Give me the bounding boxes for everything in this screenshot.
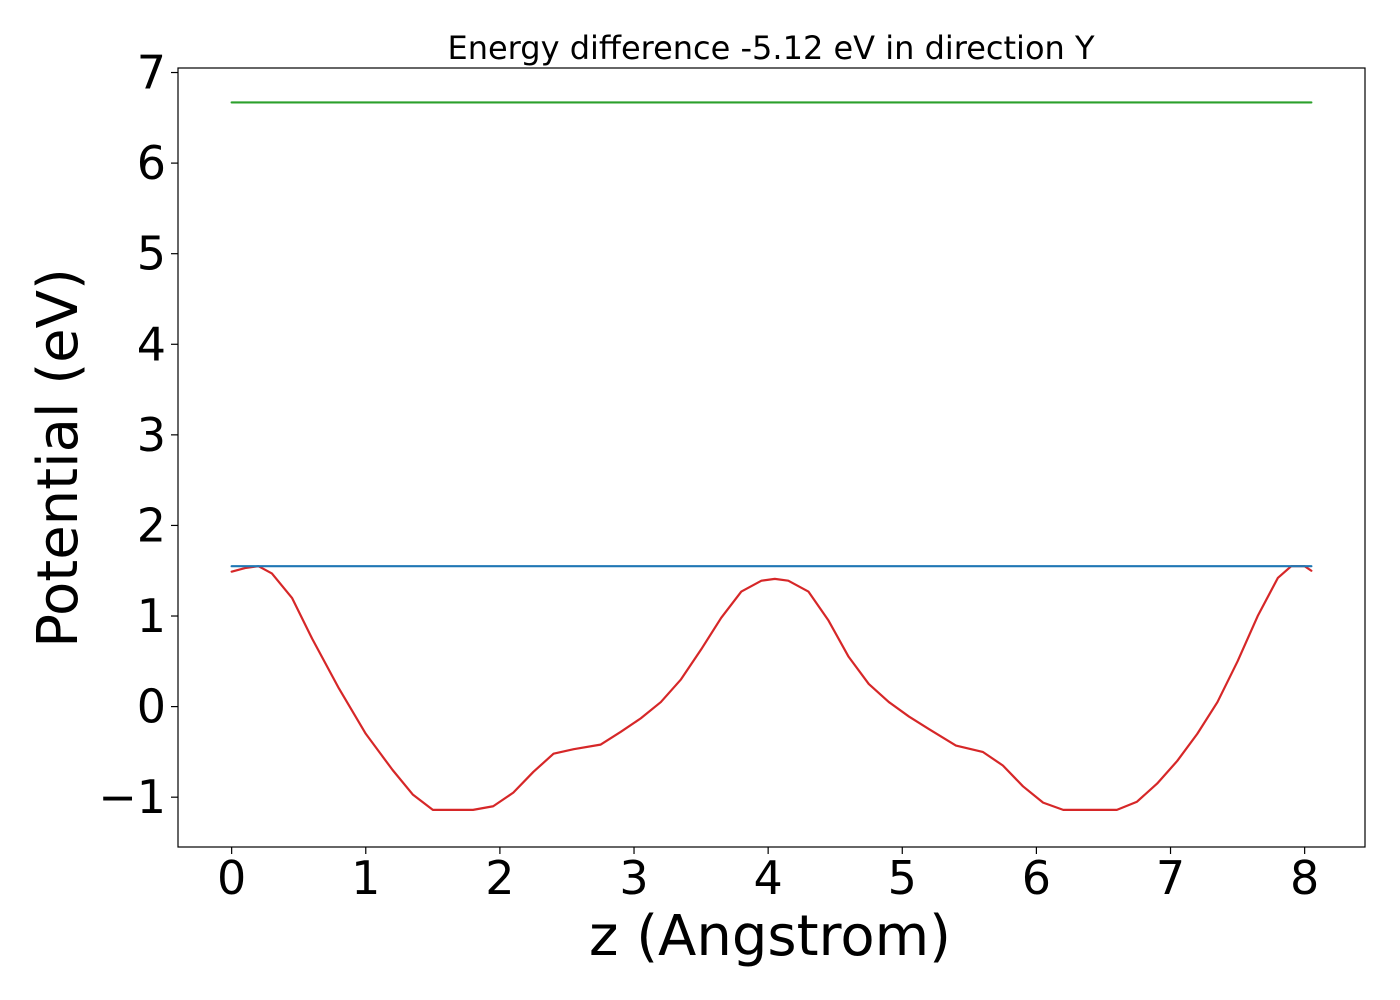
- x-tick-label: 2: [485, 851, 514, 905]
- series-layer: [230, 101, 1313, 811]
- y-tick-label: 6: [137, 136, 166, 190]
- chart-title: Energy difference -5.12 eV in direction …: [447, 29, 1094, 67]
- y-tick-label: 7: [137, 46, 166, 100]
- y-tick-label: 2: [137, 498, 166, 552]
- series-line-1: [230, 565, 1313, 811]
- y-tick-label: 3: [137, 408, 166, 462]
- x-tick-label: 0: [217, 851, 246, 905]
- y-tick-label: 4: [137, 317, 166, 371]
- x-tick-label: 3: [619, 851, 648, 905]
- y-axis-ticks: −1 0 1 2 3 4 5 6 7: [98, 46, 178, 824]
- x-axis-label: z (Angstrom): [589, 904, 951, 969]
- y-tick-label: 0: [137, 680, 166, 734]
- x-axis-ticks: 0 1 2 3 4 5 6 7 8: [217, 847, 1319, 905]
- x-tick-label: 8: [1290, 851, 1319, 905]
- x-tick-label: 4: [754, 851, 783, 905]
- y-tick-label: −1: [98, 770, 166, 824]
- x-tick-label: 6: [1022, 851, 1051, 905]
- plot-frame: [177, 67, 1366, 848]
- x-tick-label: 5: [888, 851, 917, 905]
- y-tick-label: 1: [137, 589, 166, 643]
- y-tick-label: 5: [137, 227, 166, 281]
- x-tick-label: 1: [351, 851, 380, 905]
- x-tick-label: 7: [1156, 851, 1185, 905]
- y-axis-label: Potential (eV): [26, 268, 91, 648]
